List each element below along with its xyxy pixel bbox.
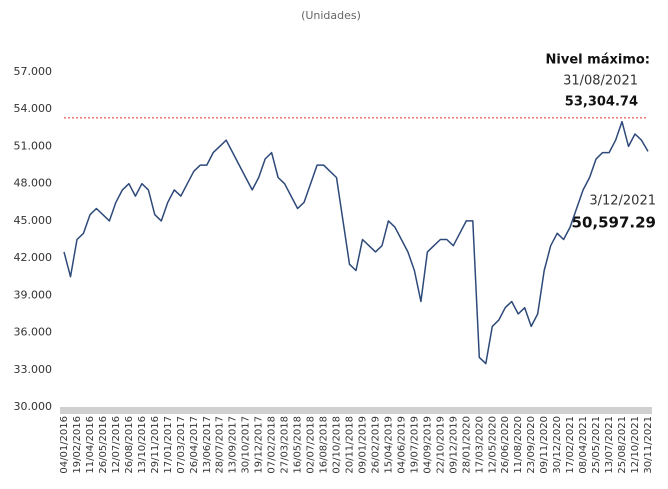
x-tick-label: 04/06/2019 [396,416,407,474]
x-tick-label: 25/08/2021 [617,416,628,474]
x-tick-label: 20/11/2018 [345,416,356,474]
x-tick-label: 25/05/2021 [591,416,602,474]
y-tick-label: 33.000 [14,363,53,376]
x-tick-label: 02/10/2018 [332,416,343,474]
x-tick-label: 04/09/2019 [422,416,433,474]
y-tick-label: 48.000 [14,177,53,190]
x-tick-label: 11/08/2020 [513,416,524,474]
x-tick-label: 29/11/2016 [150,416,161,474]
x-tick-label: 13/10/2016 [137,416,148,474]
x-tick-label: 30/12/2020 [552,416,563,474]
x-tick-label: 26/05/2016 [98,416,109,474]
y-tick-label: 54.000 [14,102,53,115]
x-tick-label: 12/07/2016 [111,416,122,474]
x-axis-band [60,407,652,414]
x-tick-label: 16/05/2018 [293,416,304,474]
y-tick-label: 51.000 [14,139,53,152]
x-tick-label: 30/11/2021 [643,416,654,474]
x-tick-label: 12/10/2021 [630,416,641,474]
x-tick-label: 07/02/2018 [267,416,278,474]
x-tick-label: 19/12/2017 [254,416,265,474]
x-tick-label: 07/03/2017 [176,416,187,474]
max-date: 31/08/2021 [563,74,638,89]
x-tick-label: 26/02/2019 [370,416,381,474]
x-tick-label: 13/07/2021 [604,416,615,474]
x-tick-label: 13/06/2017 [202,416,213,474]
x-tick-label: 09/12/2019 [448,416,459,474]
x-tick-label: 26/06/2020 [500,416,511,474]
x-tick-label: 27/03/2018 [280,416,291,474]
y-tick-label: 45.000 [14,214,53,227]
x-tick-label: 12/05/2020 [487,416,498,474]
y-tick-label: 39.000 [14,288,53,301]
x-tick-label: 09/01/2019 [357,416,368,474]
x-tick-label: 17/02/2021 [565,416,576,474]
x-tick-label: 19/07/2019 [409,416,420,474]
x-tick-label: 19/02/2016 [72,416,83,474]
max-value-label: 53,304.74 [565,95,638,110]
x-tick-label: 13/09/2017 [228,416,239,474]
x-tick-label: 16/08/2018 [319,416,330,474]
x-tick-label: 26/04/2017 [189,416,200,474]
x-tick-label: 22/10/2019 [435,416,446,474]
last-value-label: 50,597.29 [572,214,656,232]
series-line [63,120,649,365]
last-date: 3/12/2021 [589,194,656,209]
x-tick-label: 09/11/2020 [539,416,550,474]
x-tick-label: 08/04/2021 [578,416,589,474]
max-title: Nivel máximo: [546,53,650,68]
x-tick-label: 17/01/2017 [163,416,174,474]
x-tick-label: 23/09/2020 [526,416,537,474]
x-tick-label: 02/07/2018 [306,416,317,474]
chart-subtitle: (Unidades) [301,9,361,22]
y-tick-label: 36.000 [14,326,53,339]
y-tick-label: 30.000 [14,400,53,413]
x-tick-label: 28/07/2017 [215,416,226,474]
x-tick-label: 28/01/2020 [461,416,472,474]
x-tick-label: 17/03/2020 [474,416,485,474]
y-tick-label: 57.000 [14,65,53,78]
x-tick-label: 30/10/2017 [241,416,252,474]
x-tick-label: 04/01/2016 [59,416,70,474]
x-tick-label: 11/04/2016 [85,416,96,474]
x-tick-label: 15/04/2019 [383,416,394,474]
y-tick-label: 42.000 [14,251,53,264]
x-tick-label: 26/08/2016 [124,416,135,474]
